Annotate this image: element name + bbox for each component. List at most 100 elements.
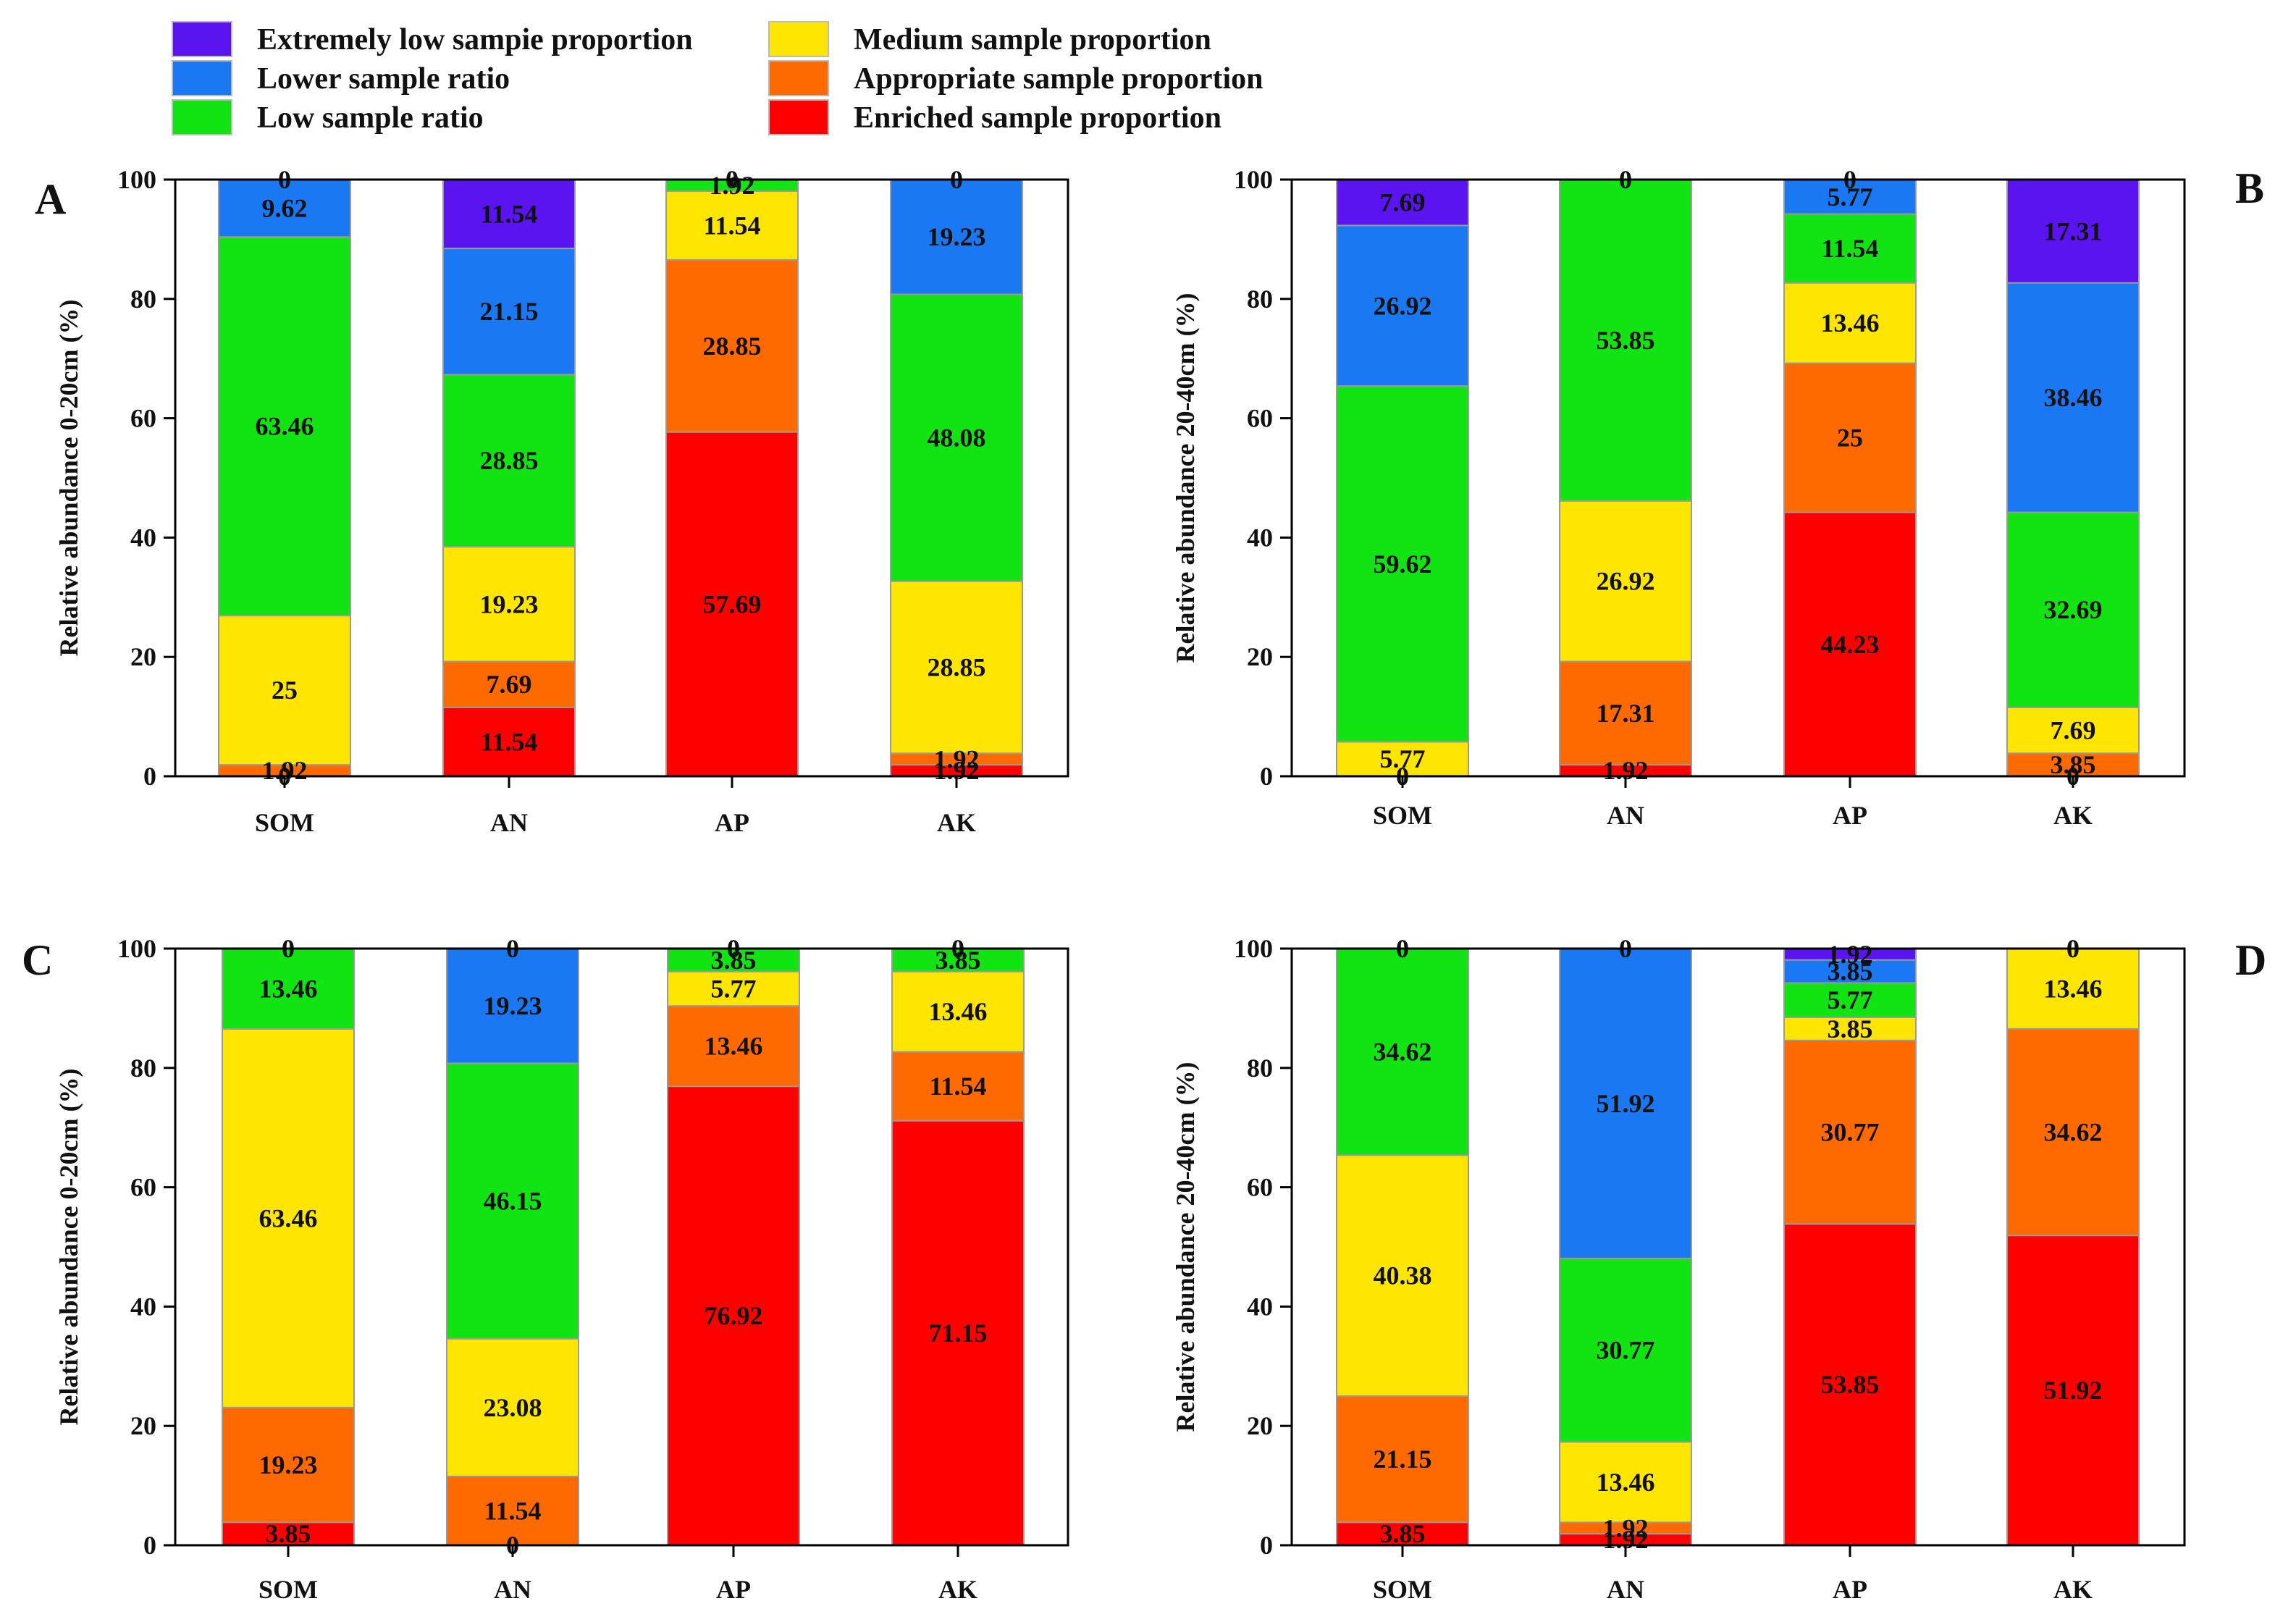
data-label-som-appropriate-sample-proportion: 21.15: [1374, 1445, 1432, 1474]
bar-segment-ap-appropriate-sample-proportion: [665, 259, 799, 433]
y-tick-label: 60: [1247, 1173, 1273, 1202]
y-tick-label: 60: [1247, 404, 1273, 433]
data-label-an-appropriate-sample-proportion: 17.31: [1597, 699, 1655, 728]
y-axis-label: Relative abundance 0-20cm (%): [54, 1069, 83, 1426]
bars: [1336, 179, 2140, 777]
data-label-ak-enriched-sample-proportion: 51.92: [2044, 1376, 2103, 1405]
data-label-ap-enriched-sample-proportion: 53.85: [1821, 1370, 1880, 1399]
bar-segment-som-medium-sample-proportion: [218, 615, 351, 766]
data-label-som-low-sample-ratio: 34.62: [1374, 1038, 1432, 1067]
data-label-ak-appropriate-sample-proportion: 11.54: [929, 1072, 986, 1101]
bar-segment-ak-enriched-sample-proportion: [891, 1119, 1025, 1546]
bar-segment-som-low-sample-ratio: [1336, 385, 1469, 743]
plot-frame: [1290, 178, 2186, 778]
y-tick-label: 80: [130, 285, 156, 314]
legend-item-enriched-sample-proportion: Enriched sample proportion: [768, 99, 1221, 135]
panel-letter: A: [35, 175, 66, 223]
x-axis: SOM AN AP AK: [1373, 776, 2093, 830]
data-label-ak-medium-sample-proportion: 13.46: [929, 997, 988, 1026]
legend-label: Appropriate sample proportion: [854, 62, 1263, 96]
data-label-an-medium-sample-proportion: 13.46: [1597, 1468, 1655, 1497]
data-label-ak-lower-sample-ratio: 38.46: [2044, 383, 2103, 412]
data-label-som-enriched-sample-proportion: 3.85: [1380, 1519, 1426, 1548]
category-label-som: SOM: [1373, 1575, 1432, 1604]
bar-segment-an-medium-sample-proportion: [446, 1337, 579, 1477]
data-label-ap-lower-sample-ratio: 3.85: [1828, 957, 1873, 986]
data-label-som-medium-sample-proportion: 5.77: [1380, 744, 1426, 773]
bars: [218, 179, 1023, 777]
bar-segment-som-appropriate-sample-proportion: [1336, 1395, 1469, 1524]
data-label-ak-medium-sample-proportion: 7.69: [2051, 716, 2096, 745]
legend-swatch: [768, 21, 829, 57]
bar-segment-an-medium-sample-proportion: [1559, 1441, 1692, 1524]
bar-segment-som-appropriate-sample-proportion: [222, 1406, 355, 1524]
data-label-an-lower-sample-ratio: 19.23: [484, 991, 542, 1020]
bar-segment-ak-medium-sample-proportion: [2006, 706, 2140, 755]
bar-segment-ap-appropriate-sample-proportion: [1783, 1039, 1917, 1225]
y-axis-label: Relative abundance 0-20cm (%): [54, 300, 83, 657]
y-tick-label: 100: [117, 165, 156, 194]
bar-segment-an-appropriate-sample-proportion: [442, 660, 576, 708]
y-tick-label: 60: [130, 404, 156, 433]
bar-segment-som-low-sample-ratio: [222, 948, 355, 1030]
bar-segment-ap-low-sample-ratio: [1783, 982, 1917, 1019]
y-tick-label: 0: [1260, 762, 1273, 791]
data-label-ak-appropriate-sample-proportion: 3.85: [2051, 750, 2096, 779]
data-label-ap-low-sample-ratio: 5.77: [1828, 986, 1873, 1014]
y-tick-label: 0: [1260, 1531, 1273, 1560]
data-label-an-medium-sample-proportion: 26.92: [1597, 567, 1655, 596]
data-label-an-medium-sample-proportion: 19.23: [480, 589, 539, 618]
y-tick-label: 60: [130, 1173, 156, 1202]
bar-segment-ak-low-sample-ratio: [890, 293, 1023, 582]
legend-item-appropriate-sample-proportion: Appropriate sample proportion: [768, 60, 1263, 96]
panel-letter: D: [2235, 936, 2266, 984]
data-label-som-low-sample-ratio: 13.46: [259, 974, 318, 1003]
y-tick-label: 100: [1234, 165, 1273, 194]
data-label-an-low-sample-ratio: 30.77: [1597, 1336, 1655, 1365]
bar-segment-ap-enriched-sample-proportion: [1783, 1223, 1917, 1546]
data-label-ak-low-sample-ratio: 48.08: [928, 424, 986, 453]
value-labels: 3.8519.2363.4613.4600011.5423.0846.1519.…: [259, 934, 988, 1560]
legend-item-low-sample-ratio: Low sample ratio: [172, 99, 484, 135]
bar-segment-ap-appropriate-sample-proportion: [667, 1005, 800, 1088]
legend-swatch: [172, 21, 232, 57]
data-label-ap-enriched-sample-proportion: 76.92: [705, 1301, 763, 1330]
bar-segment-an-medium-sample-proportion: [442, 546, 576, 663]
data-label-an-medium-sample-proportion: 23.08: [484, 1393, 542, 1422]
legend-swatch: [172, 60, 232, 96]
data-label-an-low-sample-ratio: 53.85: [1597, 326, 1655, 355]
data-label-ak-enriched-sample-proportion: 71.15: [929, 1319, 988, 1348]
category-label-an: AN: [490, 808, 528, 837]
data-label-ak-appropriate-sample-proportion: 34.62: [2044, 1118, 2103, 1147]
panel-a: 01.922563.469.62011.547.6919.2328.8521.1…: [35, 165, 1069, 837]
data-label-ap-enriched-sample-proportion: 44.23: [1821, 630, 1880, 659]
bar-segment-ak-lower-sample-ratio: [890, 179, 1023, 295]
bars: [222, 948, 1025, 1546]
y-tick-label: 40: [1247, 523, 1273, 552]
data-label-ak-extremely-low-sampie-proportion: 17.31: [2044, 217, 2103, 245]
y-tick-label: 20: [1247, 642, 1273, 671]
bar-segment-an-appropriate-sample-proportion: [1559, 660, 1692, 766]
category-label-som: SOM: [255, 808, 314, 837]
data-label-ap-medium-sample-proportion: 3.85: [1828, 1014, 1873, 1043]
legend: Extremely low sampie proportion Lower sam…: [172, 21, 1263, 135]
data-label-ak-medium-sample-proportion: 28.85: [928, 652, 986, 681]
data-label-som-low-sample-ratio: 63.46: [256, 412, 314, 441]
bar-segment-ap-medium-sample-proportion: [1783, 282, 1917, 364]
y-axis-label: Relative abundance 20-40cm (%): [1171, 1062, 1200, 1432]
y-axis: 0 20 40 60 80 100: [1234, 934, 1292, 1560]
data-label-ak-appropriate-sample-proportion: 1.92: [934, 744, 980, 773]
y-tick-label: 40: [130, 523, 156, 552]
y-tick-label: 80: [130, 1054, 156, 1083]
bar-segment-ap-enriched-sample-proportion: [1783, 511, 1917, 777]
y-tick-label: 0: [143, 762, 156, 791]
y-tick-label: 100: [117, 934, 156, 963]
data-label-ap-lower-sample-ratio: 5.77: [1828, 182, 1873, 211]
category-label-ak: AK: [2053, 801, 2093, 830]
bar-segment-an-low-sample-ratio: [442, 374, 576, 548]
bar-segment-ap-medium-sample-proportion: [665, 190, 799, 261]
panel-letter: B: [2235, 164, 2264, 212]
category-label-ak: AK: [938, 1575, 977, 1604]
